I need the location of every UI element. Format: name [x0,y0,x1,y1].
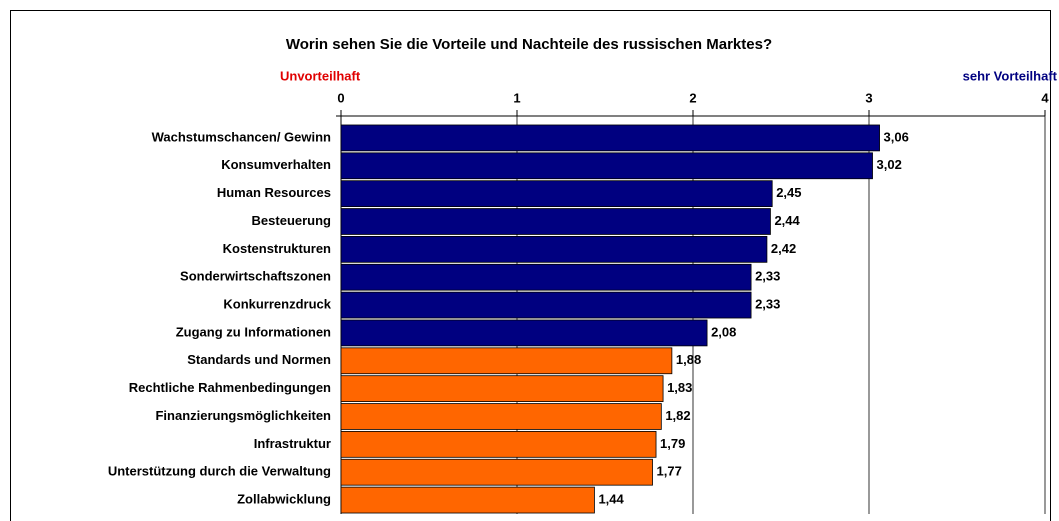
y-tick-label: Standards und Normen [187,352,331,367]
bar [340,319,708,347]
y-tick-label: Zollabwicklung [237,492,331,507]
y-tick-label: Konkurrenzdruck [223,297,331,312]
bar [340,403,662,430]
bar [340,291,752,319]
bar [340,124,880,152]
value-label: 3,02 [877,157,902,172]
y-tick-label: Infrastruktur [254,436,331,451]
bar [340,458,653,486]
value-label: 3,06 [884,129,909,144]
bar [340,236,768,263]
value-label: 2,45 [776,185,801,200]
value-label: 2,08 [711,324,736,339]
y-tick-label: Unterstützung durch die Verwaltung [108,464,331,479]
y-tick-label: Rechtliche Rahmenbedingungen [129,380,331,395]
y-tick-label: Besteuerung [252,213,332,228]
y-tick-label: Kostenstrukturen [223,241,331,256]
value-label: 1,82 [665,408,690,423]
value-label: 1,77 [657,464,682,479]
value-label: 1,79 [660,436,685,451]
value-label: 2,33 [755,269,780,284]
bar [340,180,773,207]
value-label: 2,44 [774,213,800,228]
bar [340,263,752,291]
bar [340,486,595,514]
x-tick-label: 4 [1041,90,1049,105]
x-tick-label: 0 [337,90,344,105]
y-tick-label: Finanzierungsmöglichkeiten [155,408,331,423]
value-label: 2,33 [755,297,780,312]
value-label: 1,88 [676,352,701,367]
value-label: 2,42 [771,241,796,256]
bar [340,152,873,180]
y-tick-label: Zugang zu Informationen [176,324,331,339]
chart-title: Worin sehen Sie die Vorteile und Nachtei… [286,36,772,53]
bar [340,375,664,402]
x-tick-label: 2 [689,90,696,105]
value-label: 1,83 [667,380,692,395]
y-tick-label: Sonderwirtschaftszonen [180,269,331,284]
bar [340,208,771,235]
annotation-right: sehr Vorteilhaft [963,68,1058,83]
x-tick-label: 1 [513,90,520,105]
bar [340,431,657,458]
y-tick-label: Human Resources [217,185,331,200]
y-tick-label: Wachstumschancen/ Gewinn [152,129,331,144]
x-tick-label: 3 [865,90,872,105]
bar [340,347,673,375]
y-tick-label: Konsumverhalten [221,157,331,172]
value-label: 1,44 [598,492,624,507]
annotation-left: Unvorteilhaft [280,68,361,83]
